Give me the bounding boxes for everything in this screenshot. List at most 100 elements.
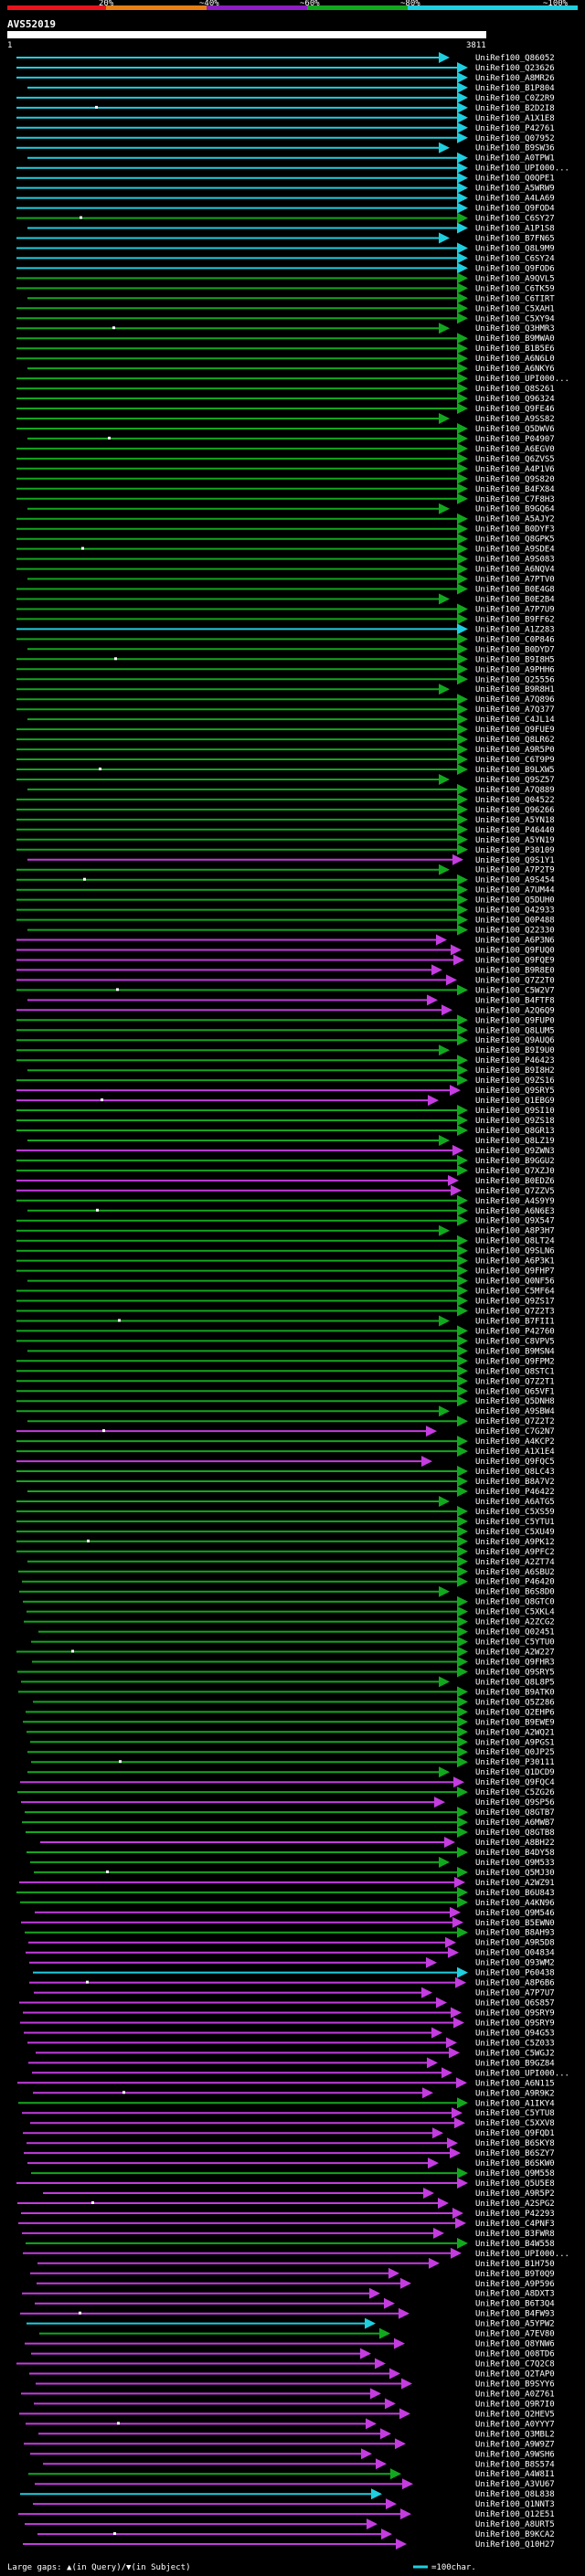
row-label[interactable]: UniRef100_Q5DUH0 — [475, 896, 555, 906]
row-label[interactable]: UniRef100_A9PK12 — [475, 1538, 555, 1547]
row-label[interactable]: UniRef100_Q9SI10 — [475, 1107, 555, 1116]
row-label[interactable]: UniRef100_A9S083 — [475, 556, 555, 565]
row-label[interactable]: UniRef100_Q12E51 — [475, 2510, 555, 2519]
row-label[interactable]: UniRef100_A9R9K2 — [475, 2089, 555, 2098]
row-label[interactable]: UniRef100_Q9SRY9 — [475, 2009, 555, 2019]
row-label[interactable]: UniRef100_A5YN19 — [475, 836, 555, 845]
row-label[interactable]: UniRef100_Q9FQC4 — [475, 1778, 555, 1787]
row-label[interactable]: UniRef100_A7Q889 — [475, 786, 555, 795]
row-label[interactable]: UniRef100_C4JL14 — [475, 716, 555, 725]
row-label[interactable]: UniRef100_A6NQV4 — [475, 566, 555, 575]
row-label[interactable]: UniRef100_Q9SRY9 — [475, 2019, 555, 2029]
row-label[interactable]: UniRef100_B9ATK0 — [475, 1688, 555, 1697]
row-label[interactable]: UniRef100_B1H750 — [475, 2260, 555, 2269]
row-label[interactable]: UniRef100_Q7Z2T3 — [475, 1308, 555, 1317]
row-label[interactable]: UniRef100_C0P846 — [475, 635, 555, 644]
row-label[interactable]: UniRef100_B9MWA0 — [475, 334, 555, 344]
row-label[interactable]: UniRef100_Q9M558 — [475, 2169, 555, 2178]
row-label[interactable]: UniRef100_A8BH22 — [475, 1839, 555, 1848]
row-label[interactable]: UniRef100_Q2TAP0 — [475, 2370, 555, 2380]
row-label[interactable]: UniRef100_Q9SRY5 — [475, 1669, 555, 1678]
row-label[interactable]: UniRef100_C5YTU0 — [475, 1638, 555, 1648]
row-label[interactable]: UniRef100_Q6ZVS5 — [475, 455, 555, 464]
row-label[interactable]: UniRef100_B9SYY6 — [475, 2380, 555, 2390]
row-label[interactable]: UniRef100_B0E4G8 — [475, 586, 555, 595]
row-label[interactable]: UniRef100_Q22330 — [475, 927, 555, 936]
row-label[interactable]: UniRef100_A1IKY4 — [475, 2099, 555, 2108]
row-label[interactable]: UniRef100_Q9AUQ6 — [475, 1036, 555, 1045]
row-label[interactable]: UniRef100_C6TK59 — [475, 284, 555, 293]
row-label[interactable]: UniRef100_Q0P488 — [475, 917, 555, 926]
row-label[interactable]: UniRef100_Q9SLN6 — [475, 1247, 555, 1256]
row-label[interactable]: UniRef100_Q9S1Y1 — [475, 856, 555, 865]
row-label[interactable]: UniRef100_Q9SP56 — [475, 1798, 555, 1807]
row-label[interactable]: UniRef100_UPI000... — [475, 2250, 569, 2259]
row-label[interactable]: UniRef100_A4S9Y9 — [475, 1197, 555, 1206]
row-label[interactable]: UniRef100_P42760 — [475, 1327, 555, 1336]
row-label[interactable]: UniRef100_B4W558 — [475, 2240, 555, 2249]
row-label[interactable]: UniRef100_Q5MJ30 — [475, 1869, 555, 1878]
row-label[interactable]: UniRef100_Q8LZ19 — [475, 1137, 555, 1146]
row-label[interactable]: UniRef100_P46440 — [475, 826, 555, 835]
row-label[interactable]: UniRef100_Q9SZ57 — [475, 776, 555, 785]
row-label[interactable]: UniRef100_P46420 — [475, 1578, 555, 1587]
row-label[interactable]: UniRef100_A1X1E8 — [475, 114, 555, 123]
row-label[interactable]: UniRef100_B8AH93 — [475, 1929, 555, 1938]
row-label[interactable]: UniRef100_Q7ZZV5 — [475, 1187, 555, 1196]
row-label[interactable]: UniRef100_Q23626 — [475, 64, 555, 73]
row-label[interactable]: UniRef100_Q04834 — [475, 1949, 555, 1958]
row-label[interactable]: UniRef100_C5XS59 — [475, 1508, 555, 1517]
row-label[interactable]: UniRef100_A5YN18 — [475, 816, 555, 825]
row-label[interactable]: UniRef100_B9MSN4 — [475, 1347, 555, 1356]
row-label[interactable]: UniRef100_C5MF64 — [475, 1288, 555, 1297]
row-label[interactable]: UniRef100_A6ATG5 — [475, 1498, 555, 1507]
row-label[interactable]: UniRef100_Q9FHP7 — [475, 1267, 555, 1277]
row-label[interactable]: UniRef100_Q0JP25 — [475, 1748, 555, 1757]
row-label[interactable]: UniRef100_Q9FQC5 — [475, 1458, 555, 1467]
row-label[interactable]: UniRef100_Q5Z286 — [475, 1698, 555, 1707]
row-label[interactable]: UniRef100_Q8S261 — [475, 385, 555, 394]
row-label[interactable]: UniRef100_Q9ZS16 — [475, 1076, 555, 1086]
row-label[interactable]: UniRef100_A2ZCG2 — [475, 1618, 555, 1627]
row-label[interactable]: UniRef100_Q8LC43 — [475, 1468, 555, 1477]
row-label[interactable]: UniRef100_A2ZT74 — [475, 1558, 555, 1567]
row-label[interactable]: UniRef100_B7FN65 — [475, 235, 555, 244]
row-label[interactable]: UniRef100_B9I8H5 — [475, 655, 555, 664]
row-label[interactable]: UniRef100_Q8LUM5 — [475, 1026, 555, 1035]
row-label[interactable]: UniRef100_A9PFC2 — [475, 1548, 555, 1557]
row-label[interactable]: UniRef100_A9S454 — [475, 876, 555, 885]
row-label[interactable]: UniRef100_C6TIRT — [475, 294, 555, 303]
row-label[interactable]: UniRef100_A6MWB7 — [475, 1818, 555, 1828]
row-label[interactable]: UniRef100_Q8GTB7 — [475, 1808, 555, 1818]
row-label[interactable]: UniRef100_Q9ZS18 — [475, 1117, 555, 1126]
row-label[interactable]: UniRef100_B9EWE9 — [475, 1718, 555, 1727]
row-label[interactable]: UniRef100_A2Q6Q9 — [475, 1006, 555, 1015]
row-label[interactable]: UniRef100_P30109 — [475, 846, 555, 855]
row-label[interactable]: UniRef100_A8URT5 — [475, 2520, 555, 2529]
row-label[interactable]: UniRef100_Q9FE46 — [475, 405, 555, 414]
row-label[interactable]: UniRef100_A9SS82 — [475, 415, 555, 424]
row-label[interactable]: UniRef100_Q8LT24 — [475, 1237, 555, 1246]
row-label[interactable]: UniRef100_Q96324 — [475, 395, 555, 404]
row-label[interactable]: UniRef100_C5YTU8 — [475, 2109, 555, 2118]
row-label[interactable]: UniRef100_Q07952 — [475, 134, 555, 143]
row-label[interactable]: UniRef100_C5Z033 — [475, 2039, 555, 2048]
row-label[interactable]: UniRef100_A1Z283 — [475, 625, 555, 634]
row-label[interactable]: UniRef100_A9SBW4 — [475, 1407, 555, 1416]
row-label[interactable]: UniRef100_Q7XZJ0 — [475, 1167, 555, 1176]
row-label[interactable]: UniRef100_A0TPW1 — [475, 154, 555, 164]
row-label[interactable]: UniRef100_A7P7U7 — [475, 1989, 555, 1998]
row-label[interactable]: UniRef100_Q9FQE9 — [475, 957, 555, 966]
row-label[interactable]: UniRef100_Q8L838 — [475, 2490, 555, 2499]
row-label[interactable]: UniRef100_A9PHH6 — [475, 665, 555, 674]
row-label[interactable]: UniRef100_Q8GPK5 — [475, 535, 555, 545]
row-label[interactable]: UniRef100_Q96266 — [475, 806, 555, 815]
row-label[interactable]: UniRef100_B9T0Q9 — [475, 2270, 555, 2279]
row-label[interactable]: UniRef100_A9SDE4 — [475, 546, 555, 555]
row-label[interactable]: UniRef100_A0YYY7 — [475, 2420, 555, 2429]
row-label[interactable]: UniRef100_Q9M546 — [475, 1909, 555, 1918]
row-label[interactable]: UniRef100_A8DXT3 — [475, 2290, 555, 2299]
row-label[interactable]: UniRef100_A7UM44 — [475, 886, 555, 896]
row-label[interactable]: UniRef100_B9GQ64 — [475, 505, 555, 514]
row-label[interactable]: UniRef100_B4FW93 — [475, 2310, 555, 2319]
